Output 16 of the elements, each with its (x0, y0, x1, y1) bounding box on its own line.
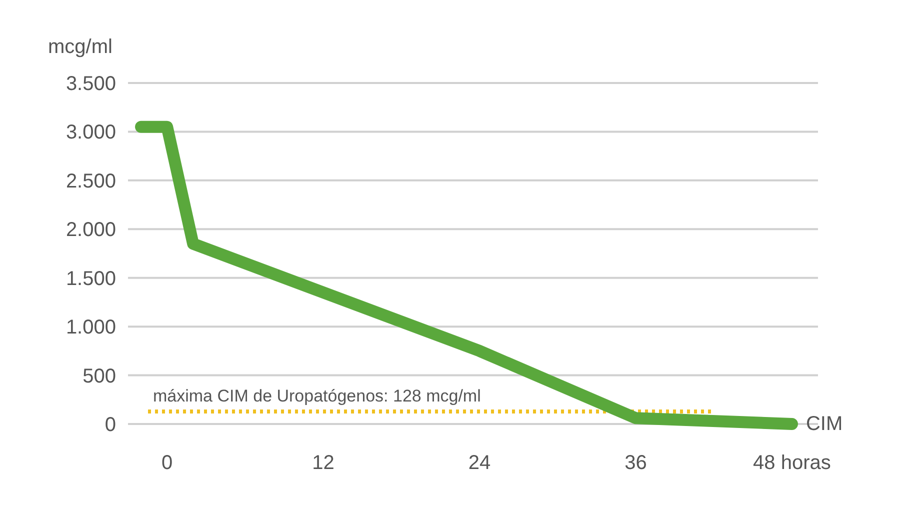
y-tick-label: 1.500 (66, 268, 116, 290)
annotation: CIM (806, 413, 843, 435)
y-tick-label: 2.500 (66, 170, 116, 192)
x-tick-label: 0 (161, 452, 173, 474)
y-tick-label: 500 (82, 365, 116, 388)
x-tick-label: 48 horas (753, 452, 831, 474)
y-tick-label: 1.000 (66, 316, 116, 339)
y-tick-label: 0 (104, 414, 116, 436)
y-tick-label: 3.000 (66, 122, 116, 144)
x-tick-label: 36 (624, 452, 647, 474)
y-tick-label: 3.500 (66, 73, 116, 95)
ref-line-label: máxima CIM de Uropatógenos: 128 mcg/ml (153, 386, 481, 406)
x-tick-label: 24 (468, 452, 491, 474)
x-tick-label: 12 (312, 452, 334, 474)
y-axis-title: mcg/ml (48, 36, 112, 58)
y-tick-label: 2.000 (66, 219, 116, 242)
